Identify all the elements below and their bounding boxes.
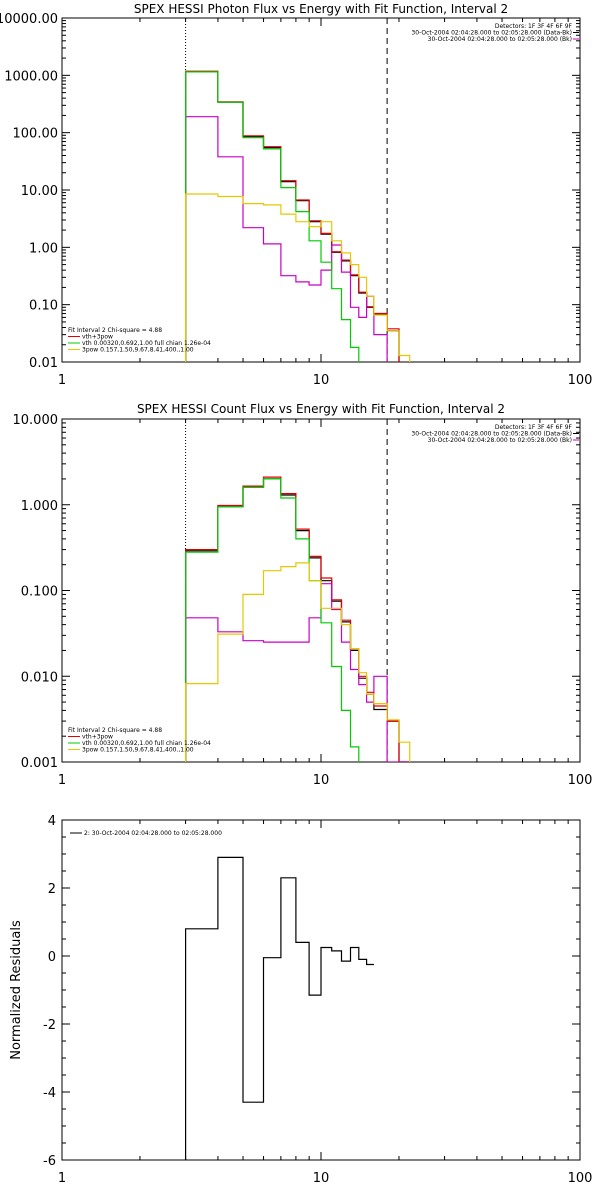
legend-entry: 2: 30-Oct-2004 02:04:28.000 to 02:05:28.…	[84, 830, 222, 837]
y-axis-label: Normalized Residuals	[9, 920, 24, 1060]
x-tick-label: 100	[568, 773, 593, 788]
chart-panel-2: SPEX HESSI Count Flux vs Energy with Fit…	[13, 402, 593, 788]
y-tick-label: 1000.00	[4, 69, 58, 84]
series-line-1	[185, 71, 400, 362]
y-tick-label: 0	[48, 950, 56, 965]
series-line-2	[185, 476, 411, 762]
y-tick-label: 100.00	[13, 127, 59, 142]
y-tick-label: -6	[43, 1154, 56, 1169]
series-line-3	[185, 116, 388, 362]
x-tick-label: 100	[568, 373, 593, 388]
y-tick-label: 10.00	[21, 184, 58, 199]
series-group	[185, 70, 411, 362]
chart-panel-1: SPEX HESSI Photon Flux vs Energy with Fi…	[0, 2, 592, 388]
info-text: 30-Oct-2004 02:04:28.000 to 02:05:28.000…	[411, 431, 572, 438]
series-line-5	[185, 562, 411, 762]
x-tick-label: 1	[58, 1171, 66, 1186]
series-line-1	[185, 856, 374, 1160]
series-line-5	[185, 193, 411, 362]
legend-entry: 3pow 0.157,1.50,9.67,8.41,400.,1.00	[82, 347, 194, 354]
series-line-1	[185, 478, 411, 762]
legend-entry: vth+3pow	[82, 734, 113, 741]
legend-entry: Fit Interval 2 Chi-square = 4.88	[68, 727, 162, 734]
y-tick-label: 4	[48, 814, 56, 829]
y-tick-label: 0.01	[29, 356, 58, 371]
y-tick-label: 10.000	[13, 413, 59, 428]
y-tick-label: 10000.00	[0, 12, 58, 27]
legend-entry: vth 0.00320,0.692,1.00 full chian 1.26e-…	[82, 340, 211, 347]
info-text: 30-Oct-2004 02:04:28.000 to 02:05:28.000…	[428, 437, 572, 444]
info-text: 30-Oct-2004 02:04:28.000 to 02:05:28.000…	[411, 30, 572, 37]
x-tick-label: 1	[58, 373, 66, 388]
legend-entry: vth 0.00320,0.692,1.00 full chian 1.26e-…	[82, 740, 211, 747]
y-tick-label: 2	[48, 882, 56, 897]
series-line-4	[185, 478, 360, 762]
plot-frame	[61, 17, 581, 363]
x-tick-label: 10	[313, 1171, 330, 1186]
series-group	[185, 856, 374, 1160]
info-text: Detectors: 1F 3F 4F 6F 9F	[495, 23, 573, 30]
y-tick-label: -2	[43, 1018, 56, 1033]
y-tick-label: 0.10	[29, 299, 58, 314]
legend-entry: 3pow 0.157,1.50,9.67,8.41,400.,1.00	[82, 747, 194, 754]
chart-title: SPEX HESSI Count Flux vs Energy with Fit…	[137, 402, 505, 416]
y-tick-label: 1.00	[29, 241, 58, 256]
x-tick-label: 10	[313, 373, 330, 388]
y-tick-label: 0.100	[21, 585, 58, 600]
series-line-4	[185, 71, 360, 362]
info-text: Detectors: 1F 3F 4F 6F 9F	[495, 424, 573, 431]
series-group	[185, 476, 411, 762]
x-tick-label: 100	[568, 1171, 593, 1186]
y-tick-label: -4	[43, 1086, 56, 1101]
y-tick-label: 0.010	[21, 670, 58, 685]
series-line-3	[185, 583, 411, 762]
chart-panel-3: Normalized Residuals 1 10 100 4 2 0 -2 -4 -6 2: 30…	[9, 814, 592, 1186]
series-line-2	[185, 70, 400, 362]
x-tick-label: 10	[313, 773, 330, 788]
x-tick-label: 1	[58, 773, 66, 788]
chart-title: SPEX HESSI Photon Flux vs Energy with Fi…	[134, 2, 508, 16]
legend-entry: Fit Interval 2 Chi-square = 4.88	[68, 327, 162, 334]
y-tick-label: 1.000	[21, 499, 58, 514]
y-tick-label: 0.001	[21, 756, 58, 771]
legend-entry: vth+3pow	[82, 334, 113, 341]
info-text: 30-Oct-2004 02:04:28.000 to 02:05:28.000…	[428, 36, 572, 43]
